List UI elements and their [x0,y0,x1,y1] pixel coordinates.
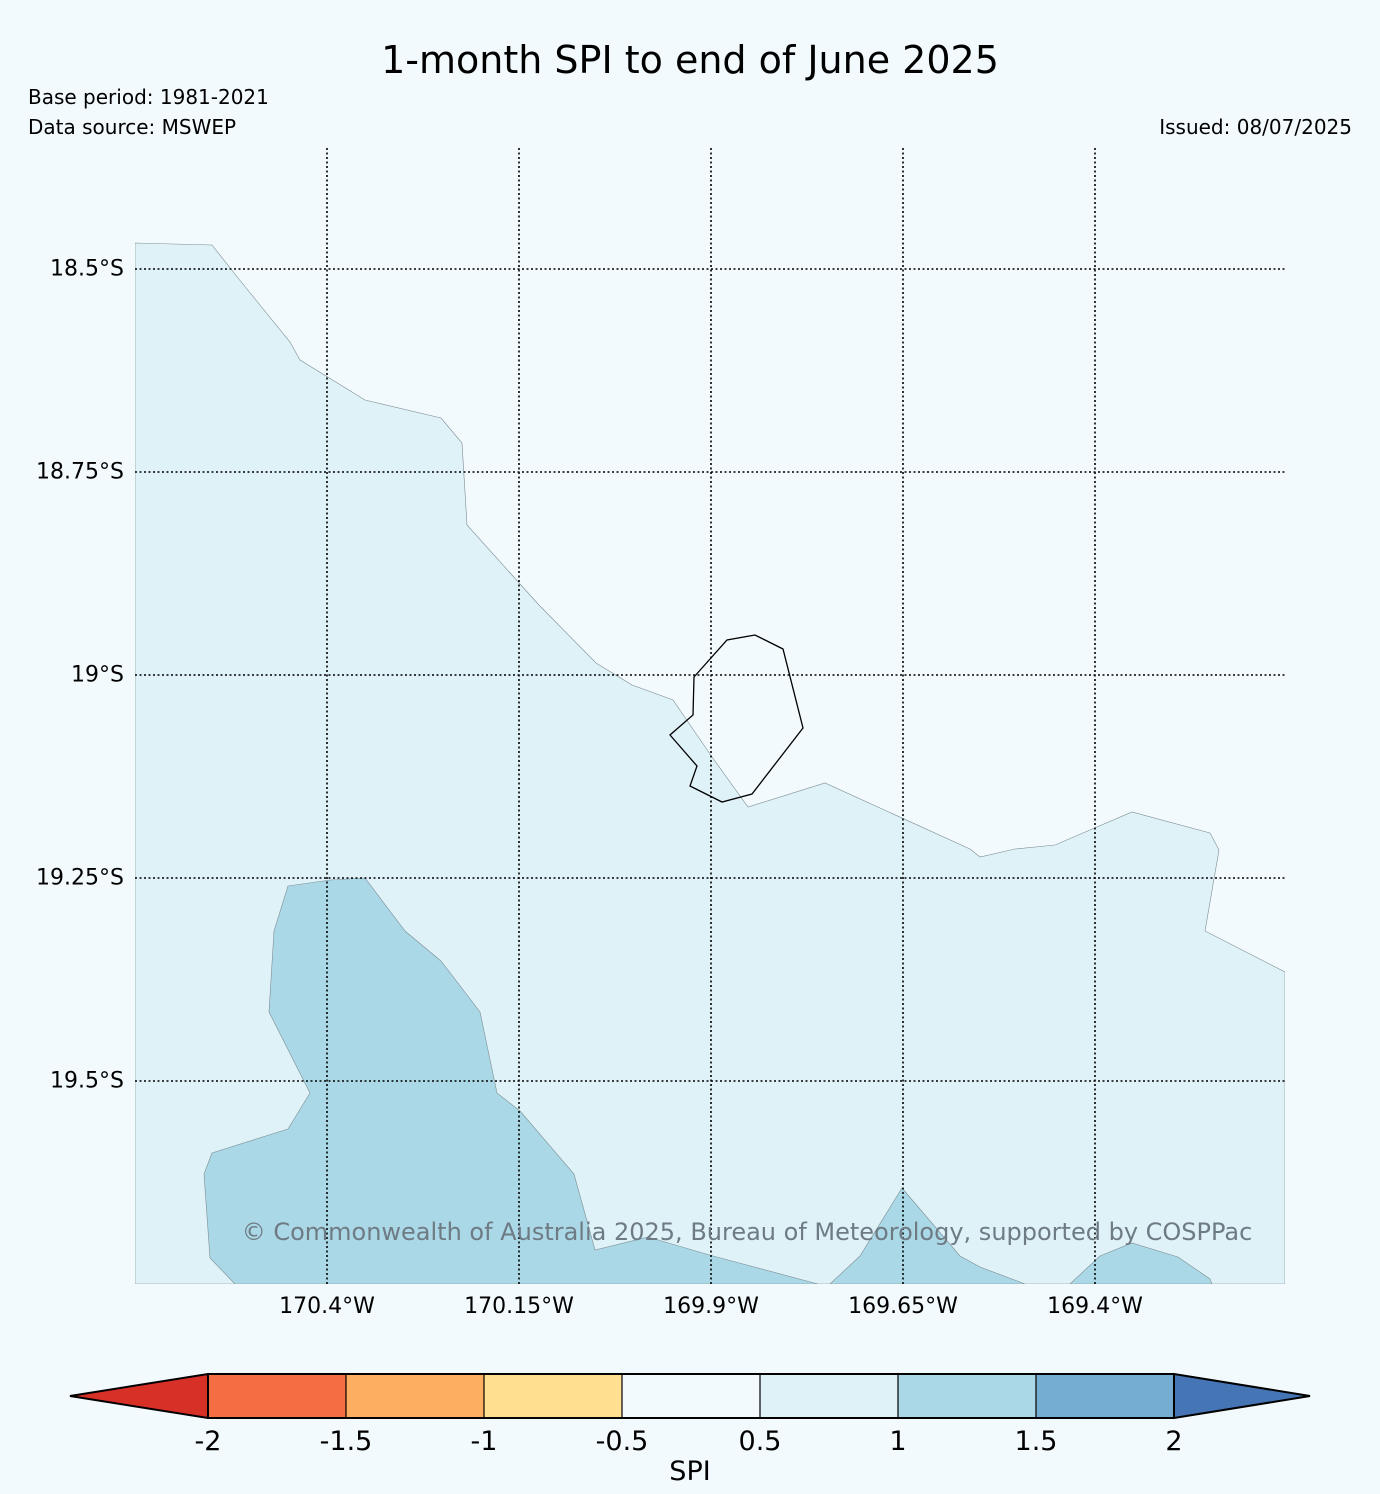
colorbar-tick-label: -1.5 [319,1426,373,1457]
spi-region-1-1.5-west [203,877,819,1284]
colorbar-bin-1.5-2 [1036,1374,1174,1418]
colorbar-bin-minus1.5-minus1 [346,1374,484,1418]
colorbar-tick-label: 2 [1165,1426,1183,1457]
colorbar-bin-minus2-minus1.5 [208,1374,346,1418]
lon-tick-label: 169.4°W [1047,1294,1143,1319]
data-source-text: Data source: MSWEP [28,115,237,139]
lon-tick-label: 169.9°W [663,1294,759,1319]
island-outline [669,634,804,803]
colorbar-tick-label: -2 [194,1426,222,1457]
colorbar-tick-label: 1.5 [1014,1426,1058,1457]
base-period-text: Base period: 1981-2021 [28,85,269,109]
lat-tick-label: 18.5°S [50,256,124,282]
lon-tick-label: 170.15°W [464,1294,574,1319]
lat-tick-label: 19.5°S [50,1068,124,1094]
colorbar-title: SPI [669,1456,711,1487]
colorbar-bin-minus1-minus0.5 [484,1374,622,1418]
colorbar [69,1373,1311,1419]
colorbar-bin-1-1.5 [898,1374,1036,1418]
colorbar-tick-label: 0.5 [738,1426,782,1457]
map-title: 1-month SPI to end of June 2025 [381,38,999,82]
colorbar-bin-0.5-1 [760,1374,898,1418]
lat-tick-label: 19°S [71,662,124,688]
spi-region-1-1.5-middle [829,1187,1026,1284]
lat-tick-label: 19.25°S [36,865,124,891]
colorbar-bin-below-minus2 [70,1374,208,1418]
spi-region-1-1.5-east [1069,1242,1213,1284]
colorbar-tick-label: -1 [470,1426,498,1457]
colorbar-outline [69,1373,1311,1419]
lon-tick-label: 170.4°W [279,1294,375,1319]
map-plot-area [135,148,1285,1284]
colorbar-tick-label: -0.5 [595,1426,649,1457]
colorbar-bin-above-2 [1174,1374,1310,1418]
lon-tick-label: 169.65°W [848,1294,958,1319]
copyright-text: © Commonwealth of Australia 2025, Bureau… [241,1218,1253,1246]
issued-date-text: Issued: 08/07/2025 [1159,115,1352,139]
lat-tick-label: 18.75°S [36,459,124,485]
graticule [135,148,1285,1284]
colorbar-tick-label: 1 [889,1426,907,1457]
colorbar-bin-minus0.5-0.5 [622,1374,760,1418]
